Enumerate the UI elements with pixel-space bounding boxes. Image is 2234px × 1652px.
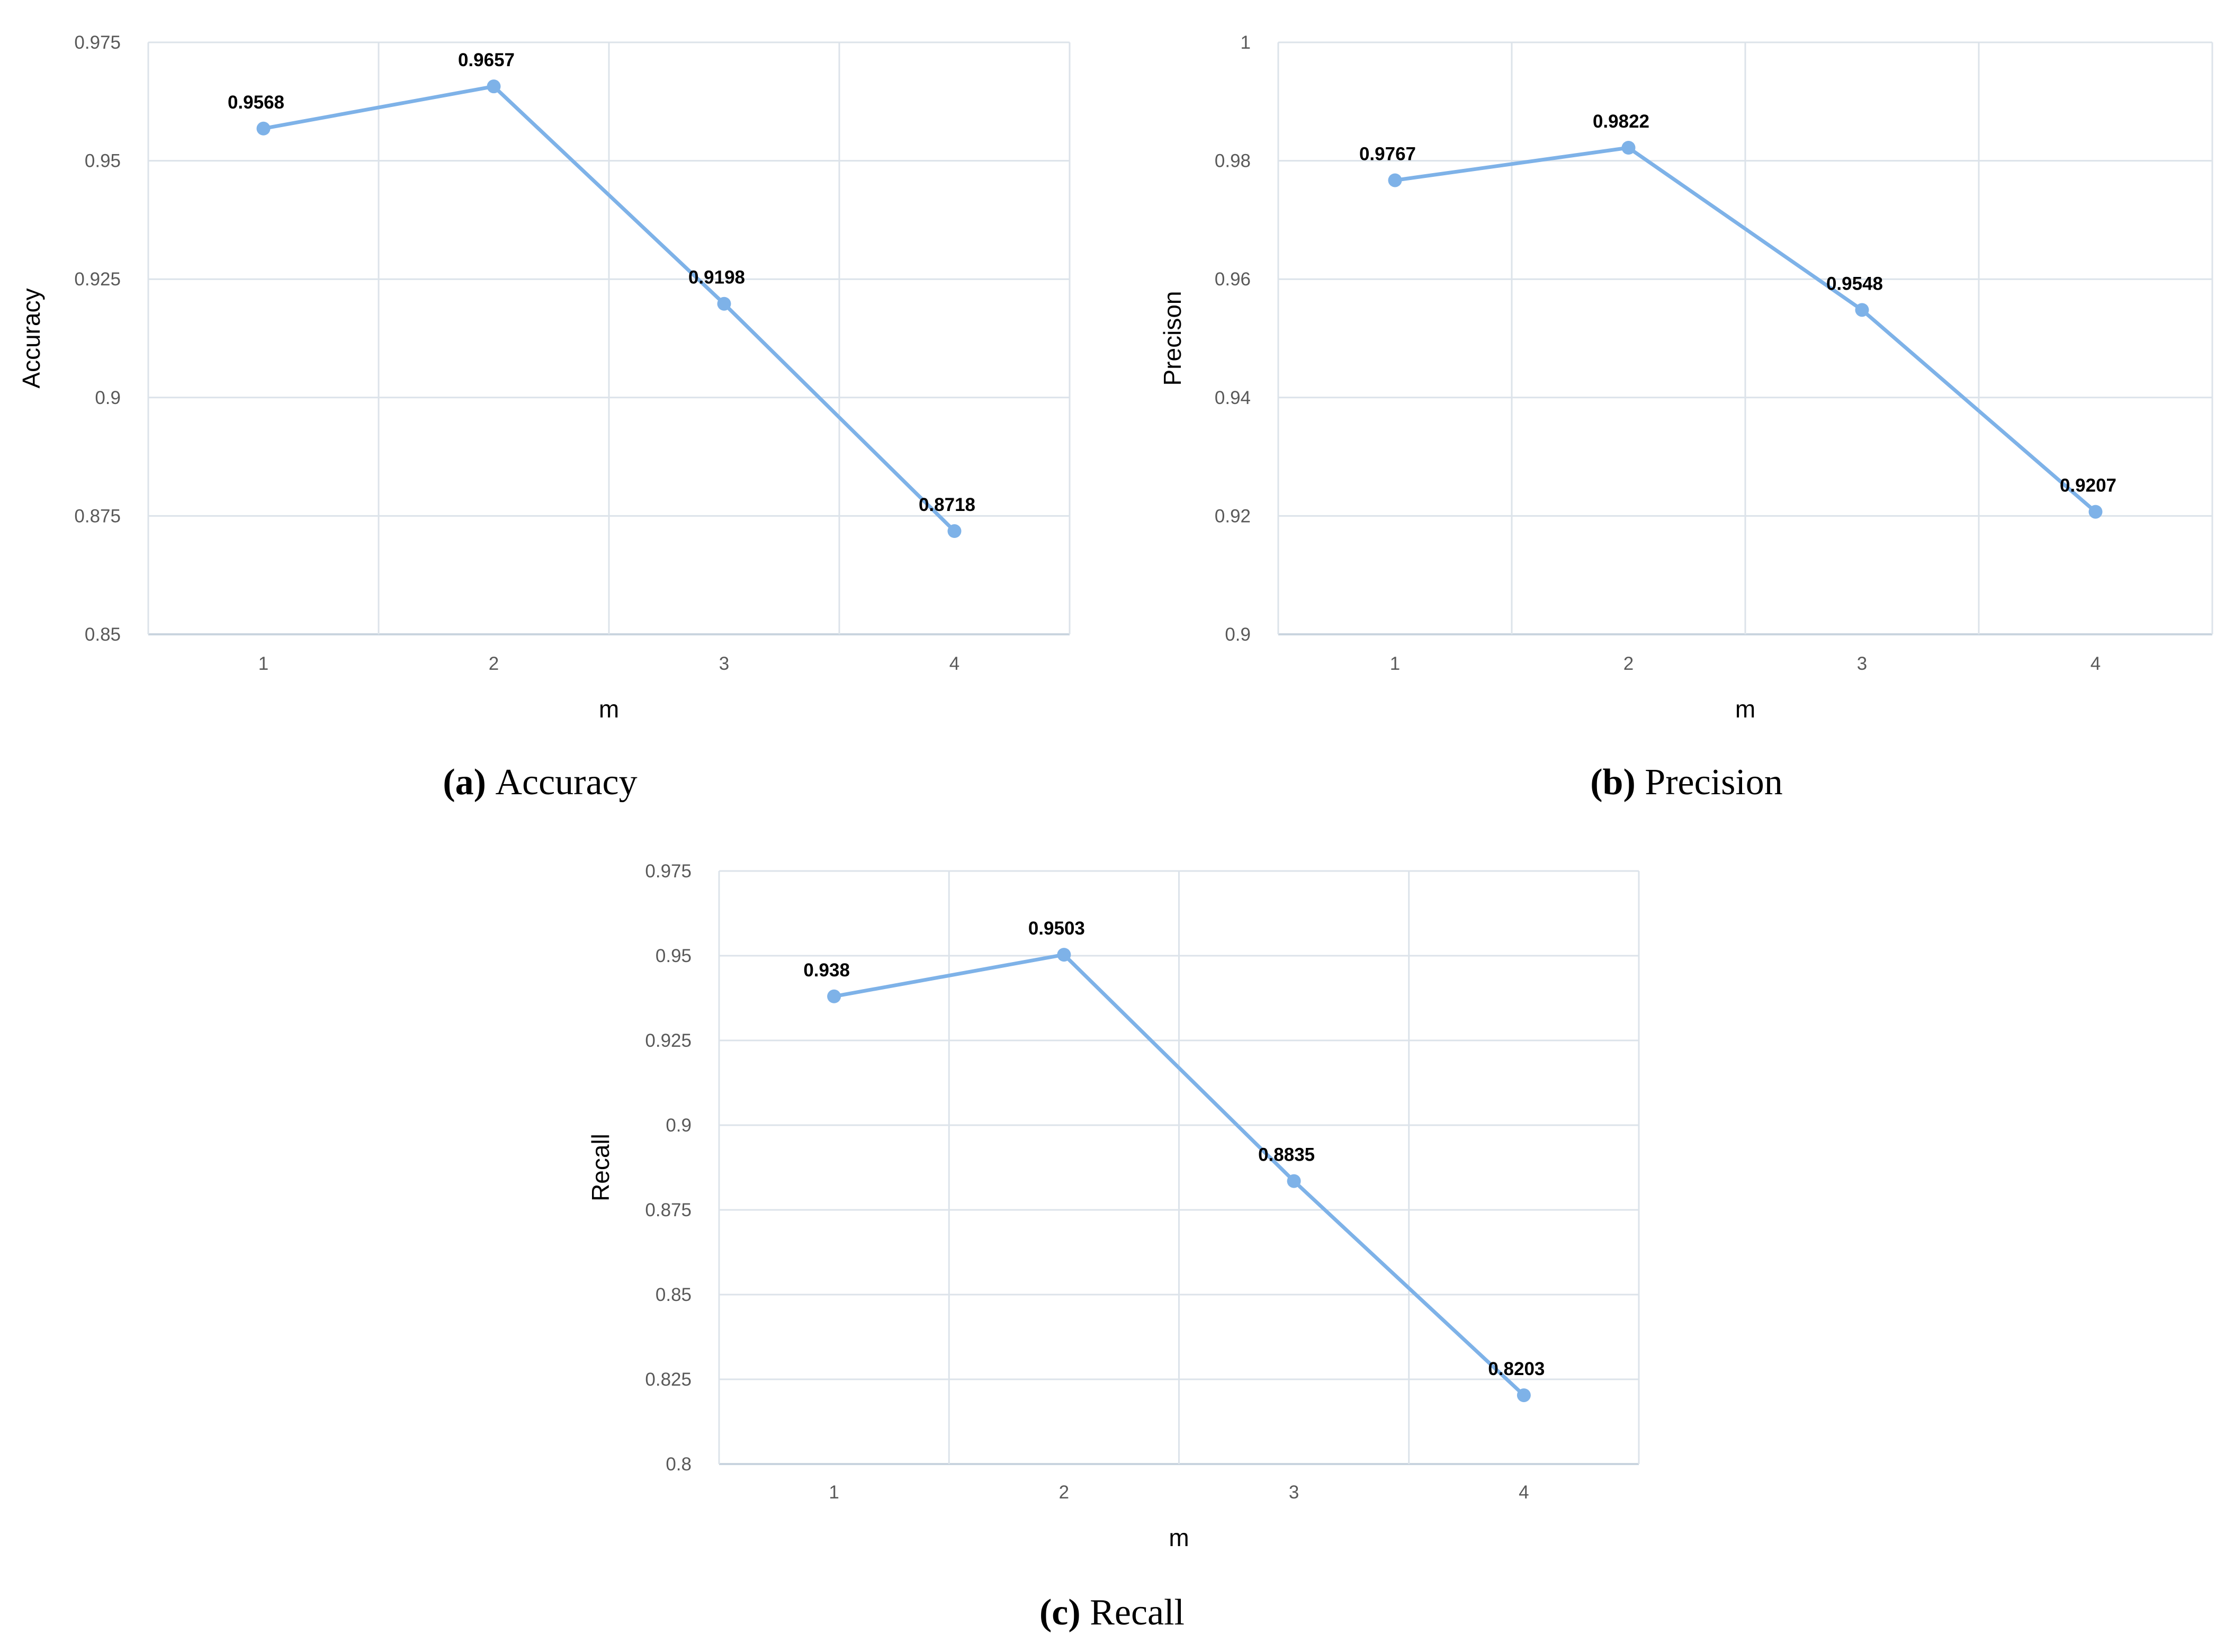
y-axis-title: Precison (1159, 291, 1186, 386)
caption-space (1636, 762, 1645, 803)
data-point (1855, 303, 1869, 317)
data-point (256, 121, 271, 136)
subfigure-caption: (a) Accuracy (443, 762, 637, 803)
data-label: 0.9822 (1593, 111, 1649, 132)
chart-panel-a: 0.85 0.875 0.9 0.925 0.95 0.975 1 2 3 4 m Accuracy 0… (17, 32, 1071, 803)
data-label: 0.9198 (688, 267, 745, 288)
caption-space (486, 762, 496, 803)
caption-letter: (b) (1590, 762, 1636, 803)
caption-text: Precision (1645, 762, 1783, 803)
y-tick-label: 0.98 (1215, 151, 1251, 172)
y-tick-label: 0.975 (645, 861, 692, 882)
x-tick-label: 3 (719, 653, 729, 674)
data-point (1621, 141, 1636, 155)
data-point (1388, 173, 1402, 187)
data-point (1287, 1174, 1301, 1188)
y-tick-label: 0.85 (85, 624, 121, 645)
x-axis-title: m (599, 695, 619, 723)
x-tick-label: 3 (1289, 1482, 1299, 1503)
x-tick-label: 2 (489, 653, 499, 674)
subfigure-caption: (c) Recall (1039, 1592, 1185, 1633)
y-axis-title: Recall (587, 1134, 614, 1201)
x-tick-label: 1 (829, 1482, 839, 1503)
data-label: 0.8835 (1258, 1145, 1315, 1165)
data-point (827, 989, 841, 1003)
data-label: 0.9207 (2060, 475, 2116, 496)
x-tick-label: 2 (1623, 653, 1634, 674)
x-tick-label: 1 (1390, 653, 1400, 674)
data-point (1057, 948, 1071, 962)
x-axis-title: m (1735, 695, 1755, 723)
data-label: 0.938 (803, 960, 850, 981)
data-point (717, 297, 731, 311)
caption-space (1081, 1592, 1090, 1633)
y-tick-label: 0.825 (645, 1369, 692, 1390)
data-label: 0.8718 (919, 495, 975, 515)
series-line (263, 84, 956, 533)
y-tick-label: 0.95 (656, 946, 692, 966)
y-tick-label: 0.925 (74, 269, 121, 290)
caption-text: Accuracy (495, 762, 637, 803)
data-point (947, 524, 962, 538)
y-tick-label: 0.92 (1215, 506, 1251, 526)
data-point (2088, 505, 2103, 519)
x-tick-label: 3 (1857, 653, 1867, 674)
data-label: 0.9503 (1028, 918, 1085, 939)
y-tick-label: 0.9 (666, 1115, 692, 1136)
data-label: 0.9548 (1826, 273, 1883, 294)
y-tick-label: 0.94 (1215, 388, 1251, 408)
data-label: 0.9568 (228, 92, 284, 113)
data-point (1517, 1388, 1531, 1403)
y-tick-label: 0.96 (1215, 269, 1251, 290)
series-line (1395, 146, 2097, 514)
series-line (833, 953, 1526, 1397)
x-tick-label: 4 (949, 653, 959, 674)
y-tick-label: 1 (1241, 32, 1251, 53)
y-tick-label: 0.9 (1225, 624, 1251, 645)
data-label: 0.8203 (1488, 1359, 1545, 1379)
data-point (487, 79, 501, 94)
y-tick-label: 0.8 (666, 1454, 692, 1475)
chart-panel-b: 0.9 0.92 0.94 0.96 0.98 1 1 2 3 4 m Precison 0.9767 0… (1159, 32, 2213, 803)
data-label: 0.9657 (458, 50, 515, 70)
caption-letter: (a) (443, 762, 486, 803)
x-tick-label: 4 (2091, 653, 2101, 674)
subfigure-caption: (b) Precision (1590, 762, 1783, 803)
y-tick-label: 0.875 (74, 506, 121, 526)
x-tick-label: 4 (1519, 1482, 1529, 1503)
x-axis-title: m (1169, 1524, 1189, 1551)
y-tick-label: 0.975 (74, 32, 121, 53)
data-label: 0.9767 (1359, 143, 1416, 164)
x-tick-label: 1 (258, 653, 268, 674)
chart-panel-c: 0.8 0.825 0.85 0.875 0.9 0.925 0.95 0.975 1 2 3 4 m R… (587, 861, 1640, 1633)
caption-text: Recall (1090, 1592, 1185, 1633)
y-tick-label: 0.95 (85, 151, 121, 172)
x-tick-label: 2 (1059, 1482, 1069, 1503)
caption-letter: (c) (1039, 1592, 1081, 1633)
y-axis-title: Accuracy (17, 288, 45, 388)
y-tick-label: 0.925 (645, 1030, 692, 1051)
y-tick-label: 0.875 (645, 1200, 692, 1220)
y-tick-label: 0.85 (656, 1285, 692, 1305)
y-tick-label: 0.9 (95, 388, 121, 408)
